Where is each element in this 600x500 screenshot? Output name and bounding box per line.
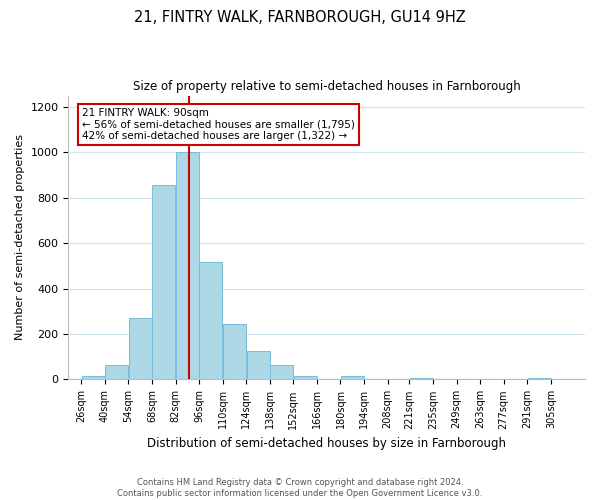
- Bar: [223, 324, 246, 380]
- Text: 21, FINTRY WALK, FARNBOROUGH, GU14 9HZ: 21, FINTRY WALK, FARNBOROUGH, GU14 9HZ: [134, 10, 466, 25]
- Text: Contains HM Land Registry data © Crown copyright and database right 2024.
Contai: Contains HM Land Registry data © Crown c…: [118, 478, 482, 498]
- Y-axis label: Number of semi-detached properties: Number of semi-detached properties: [15, 134, 25, 340]
- Text: 21 FINTRY WALK: 90sqm
← 56% of semi-detached houses are smaller (1,795)
42% of s: 21 FINTRY WALK: 90sqm ← 56% of semi-deta…: [82, 108, 355, 141]
- Bar: [82, 376, 104, 380]
- Bar: [341, 376, 364, 380]
- Bar: [129, 318, 152, 380]
- Bar: [410, 378, 433, 380]
- Bar: [152, 186, 175, 380]
- Bar: [247, 351, 269, 380]
- Bar: [199, 262, 223, 380]
- Bar: [527, 378, 551, 380]
- X-axis label: Distribution of semi-detached houses by size in Farnborough: Distribution of semi-detached houses by …: [147, 437, 506, 450]
- Title: Size of property relative to semi-detached houses in Farnborough: Size of property relative to semi-detach…: [133, 80, 521, 93]
- Bar: [293, 376, 317, 380]
- Bar: [105, 364, 128, 380]
- Bar: [270, 364, 293, 380]
- Bar: [176, 152, 199, 380]
